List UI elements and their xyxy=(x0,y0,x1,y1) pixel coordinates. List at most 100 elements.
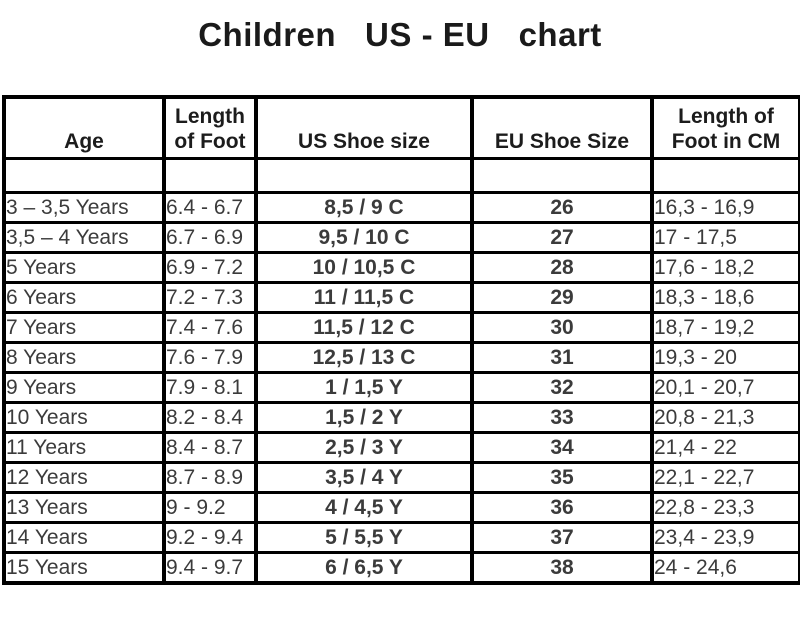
size-chart-table: Age Length of Foot US Shoe size EU Shoe … xyxy=(2,95,800,585)
table-row: 11 Years 8.4 - 8.7 2,5 / 3 Y 34 21,4 - 2… xyxy=(2,431,800,464)
header-row: Age Length of Foot US Shoe size EU Shoe … xyxy=(2,95,800,160)
us-shoe-size-cell: 6 / 6,5 Y xyxy=(254,551,474,585)
spacer-cell xyxy=(650,157,800,194)
age-cell: 6 Years xyxy=(2,281,166,314)
col-header-length-of-foot-line1: Length xyxy=(175,105,245,129)
foot-length-cm-cell: 18,3 - 18,6 xyxy=(650,281,800,314)
table-row: 12 Years 8.7 - 8.9 3,5 / 4 Y 35 22,1 - 2… xyxy=(2,461,800,494)
eu-shoe-size-cell: 29 xyxy=(470,281,654,314)
table-row: 15 Years 9.4 - 9.7 6 / 6,5 Y 38 24 - 24,… xyxy=(2,551,800,585)
page-title: Children US - EU chart xyxy=(198,16,602,53)
eu-shoe-size-cell: 34 xyxy=(470,431,654,464)
us-shoe-size-cell: 1,5 / 2 Y xyxy=(254,401,474,434)
foot-length-cell: 7.2 - 7.3 xyxy=(162,281,258,314)
eu-shoe-size-cell: 36 xyxy=(470,491,654,524)
age-cell: 11 Years xyxy=(2,431,166,464)
us-shoe-size-cell: 5 / 5,5 Y xyxy=(254,521,474,554)
spacer-cell xyxy=(2,157,166,194)
age-cell: 3,5 – 4 Years xyxy=(2,221,166,254)
eu-shoe-size-cell: 38 xyxy=(470,551,654,585)
us-shoe-size-cell: 2,5 / 3 Y xyxy=(254,431,474,464)
eu-shoe-size-cell: 31 xyxy=(470,341,654,374)
eu-shoe-size-cell: 37 xyxy=(470,521,654,554)
table-row: 3,5 – 4 Years 6.7 - 6.9 9,5 / 10 C 27 17… xyxy=(2,221,800,254)
foot-length-cell: 9 - 9.2 xyxy=(162,491,258,524)
col-header-length-foot-cm-line1: Length of xyxy=(678,105,774,129)
foot-length-cm-cell: 24 - 24,6 xyxy=(650,551,800,585)
eu-shoe-size-cell: 28 xyxy=(470,251,654,284)
us-shoe-size-cell: 1 / 1,5 Y xyxy=(254,371,474,404)
foot-length-cell: 8.4 - 8.7 xyxy=(162,431,258,464)
table-row: 8 Years 7.6 - 7.9 12,5 / 13 C 31 19,3 - … xyxy=(2,341,800,374)
table-row: 5 Years 6.9 - 7.2 10 / 10,5 C 28 17,6 - … xyxy=(2,251,800,284)
col-header-length-of-foot-line2: of Foot xyxy=(174,130,246,154)
age-cell: 14 Years xyxy=(2,521,166,554)
age-cell: 3 – 3,5 Years xyxy=(2,191,166,224)
age-cell: 8 Years xyxy=(2,341,166,374)
eu-shoe-size-cell: 33 xyxy=(470,401,654,434)
age-cell: 9 Years xyxy=(2,371,166,404)
spacer-cell xyxy=(470,157,654,194)
us-shoe-size-cell: 12,5 / 13 C xyxy=(254,341,474,374)
us-shoe-size-cell: 11,5 / 12 C xyxy=(254,311,474,344)
col-header-us-shoe-size: US Shoe size xyxy=(254,95,474,160)
foot-length-cm-cell: 21,4 - 22 xyxy=(650,431,800,464)
size-chart-container: Age Length of Foot US Shoe size EU Shoe … xyxy=(2,95,800,585)
col-header-us-shoe-size-label: US Shoe size xyxy=(298,130,430,154)
foot-length-cell: 6.7 - 6.9 xyxy=(162,221,258,254)
foot-length-cm-cell: 20,8 - 21,3 xyxy=(650,401,800,434)
table-row: 3 – 3,5 Years 6.4 - 6.7 8,5 / 9 C 26 16,… xyxy=(2,191,800,224)
us-shoe-size-cell: 11 / 11,5 C xyxy=(254,281,474,314)
foot-length-cell: 9.4 - 9.7 xyxy=(162,551,258,585)
spacer-row xyxy=(2,157,800,194)
foot-length-cell: 6.4 - 6.7 xyxy=(162,191,258,224)
us-shoe-size-cell: 10 / 10,5 C xyxy=(254,251,474,284)
age-cell: 5 Years xyxy=(2,251,166,284)
foot-length-cell: 8.2 - 8.4 xyxy=(162,401,258,434)
foot-length-cm-cell: 22,8 - 23,3 xyxy=(650,491,800,524)
table-row: 13 Years 9 - 9.2 4 / 4,5 Y 36 22,8 - 23,… xyxy=(2,491,800,524)
foot-length-cell: 7.9 - 8.1 xyxy=(162,371,258,404)
age-cell: 7 Years xyxy=(2,311,166,344)
foot-length-cm-cell: 23,4 - 23,9 xyxy=(650,521,800,554)
age-cell: 13 Years xyxy=(2,491,166,524)
col-header-length-foot-cm-line2: Foot in CM xyxy=(671,130,781,154)
col-header-eu-shoe-size: EU Shoe Size xyxy=(470,95,654,160)
eu-shoe-size-cell: 32 xyxy=(470,371,654,404)
table-row: 14 Years 9.2 - 9.4 5 / 5,5 Y 37 23,4 - 2… xyxy=(2,521,800,554)
col-header-eu-shoe-size-label: EU Shoe Size xyxy=(494,130,630,154)
eu-shoe-size-cell: 26 xyxy=(470,191,654,224)
table-row: 7 Years 7.4 - 7.6 11,5 / 12 C 30 18,7 - … xyxy=(2,311,800,344)
foot-length-cell: 9.2 - 9.4 xyxy=(162,521,258,554)
foot-length-cm-cell: 19,3 - 20 xyxy=(650,341,800,374)
age-cell: 12 Years xyxy=(2,461,166,494)
eu-shoe-size-cell: 35 xyxy=(470,461,654,494)
foot-length-cm-cell: 17 - 17,5 xyxy=(650,221,800,254)
spacer-cell xyxy=(254,157,474,194)
us-shoe-size-cell: 3,5 / 4 Y xyxy=(254,461,474,494)
age-cell: 15 Years xyxy=(2,551,166,585)
foot-length-cm-cell: 20,1 - 20,7 xyxy=(650,371,800,404)
table-row: 10 Years 8.2 - 8.4 1,5 / 2 Y 33 20,8 - 2… xyxy=(2,401,800,434)
col-header-age: Age xyxy=(2,95,166,160)
col-header-age-label: Age xyxy=(64,130,104,154)
spacer-cell xyxy=(162,157,258,194)
foot-length-cm-cell: 16,3 - 16,9 xyxy=(650,191,800,224)
foot-length-cm-cell: 22,1 - 22,7 xyxy=(650,461,800,494)
table-row: 9 Years 7.9 - 8.1 1 / 1,5 Y 32 20,1 - 20… xyxy=(2,371,800,404)
us-shoe-size-cell: 8,5 / 9 C xyxy=(254,191,474,224)
foot-length-cm-cell: 18,7 - 19,2 xyxy=(650,311,800,344)
us-shoe-size-cell: 4 / 4,5 Y xyxy=(254,491,474,524)
eu-shoe-size-cell: 27 xyxy=(470,221,654,254)
table-row: 6 Years 7.2 - 7.3 11 / 11,5 C 29 18,3 - … xyxy=(2,281,800,314)
age-cell: 10 Years xyxy=(2,401,166,434)
col-header-length-of-foot: Length of Foot xyxy=(162,95,258,160)
foot-length-cell: 7.6 - 7.9 xyxy=(162,341,258,374)
foot-length-cell: 7.4 - 7.6 xyxy=(162,311,258,344)
foot-length-cm-cell: 17,6 - 18,2 xyxy=(650,251,800,284)
foot-length-cell: 8.7 - 8.9 xyxy=(162,461,258,494)
eu-shoe-size-cell: 30 xyxy=(470,311,654,344)
us-shoe-size-cell: 9,5 / 10 C xyxy=(254,221,474,254)
foot-length-cell: 6.9 - 7.2 xyxy=(162,251,258,284)
